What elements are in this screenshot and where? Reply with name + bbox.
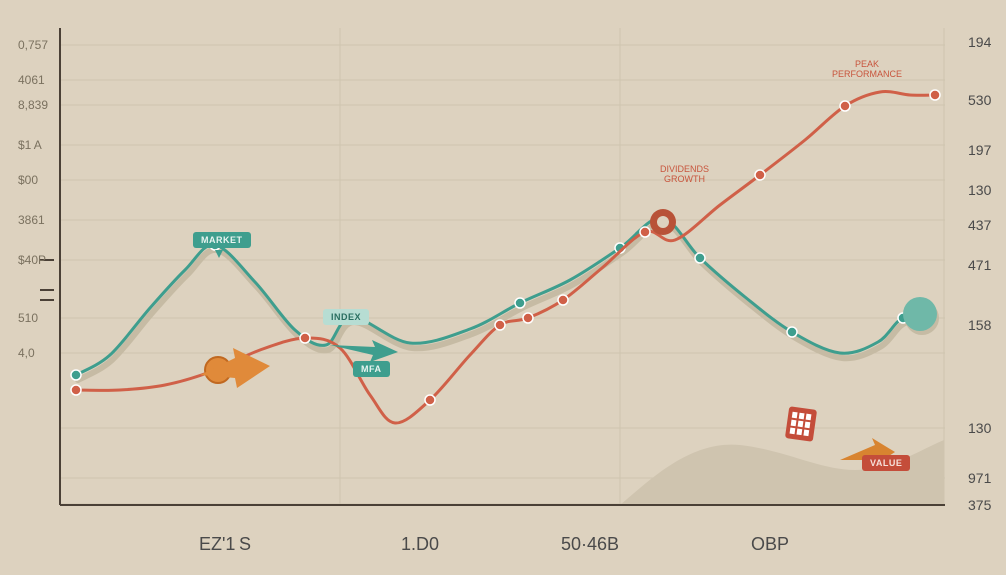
spreadsheet-icon [785, 406, 817, 442]
left-axis-tick: 510 [18, 311, 38, 325]
bottom-axis-tick: OBP [751, 534, 789, 555]
end-marker-icon [903, 297, 937, 331]
right-axis-tick: 437 [968, 217, 991, 233]
left-axis-tick: $1 A [18, 138, 42, 152]
chart-annotation: PEAKPERFORMANCE [832, 60, 902, 80]
left-axis-tick: 8,839 [18, 98, 48, 112]
right-axis-tick: 158 [968, 317, 991, 333]
right-axis-tick: 197 [968, 142, 991, 158]
bottom-axis-tick: EZ'1 S [199, 534, 251, 555]
left-axis-tick: 4061 [18, 73, 45, 87]
right-axis-tick: 130 [968, 420, 991, 436]
left-axis-tick: $00 [18, 173, 38, 187]
chart-stage: 0,757 4061 8,839 $1 A $00 3861 $40P 510 4,0 194 53… [0, 0, 1006, 575]
right-axis-tick: 971 [968, 470, 991, 486]
bottom-axis-tick: 1.D0 [401, 534, 439, 555]
chart-badge: MARKET [193, 232, 251, 248]
right-axis-tick: 130 [968, 182, 991, 198]
right-axis-tick: 375 [968, 497, 991, 513]
left-axis-tick: 3861 [18, 213, 45, 227]
right-axis-tick: 194 [968, 34, 991, 50]
left-axis-tick: 0,757 [18, 38, 48, 52]
left-axis-tick: 4,0 [18, 346, 35, 360]
chart-badge: INDEX [323, 309, 369, 325]
chart-badge: MFA [353, 361, 390, 377]
chart-badge: VALUE [862, 455, 910, 471]
chart-svg [0, 0, 1006, 575]
chart-annotation: DIVIDENDSGROWTH [660, 165, 709, 185]
bottom-axis-tick: 50·46B [561, 534, 619, 555]
right-axis-tick: 471 [968, 257, 991, 273]
left-axis-tick: $40P [18, 253, 46, 267]
right-axis-tick: 530 [968, 92, 991, 108]
